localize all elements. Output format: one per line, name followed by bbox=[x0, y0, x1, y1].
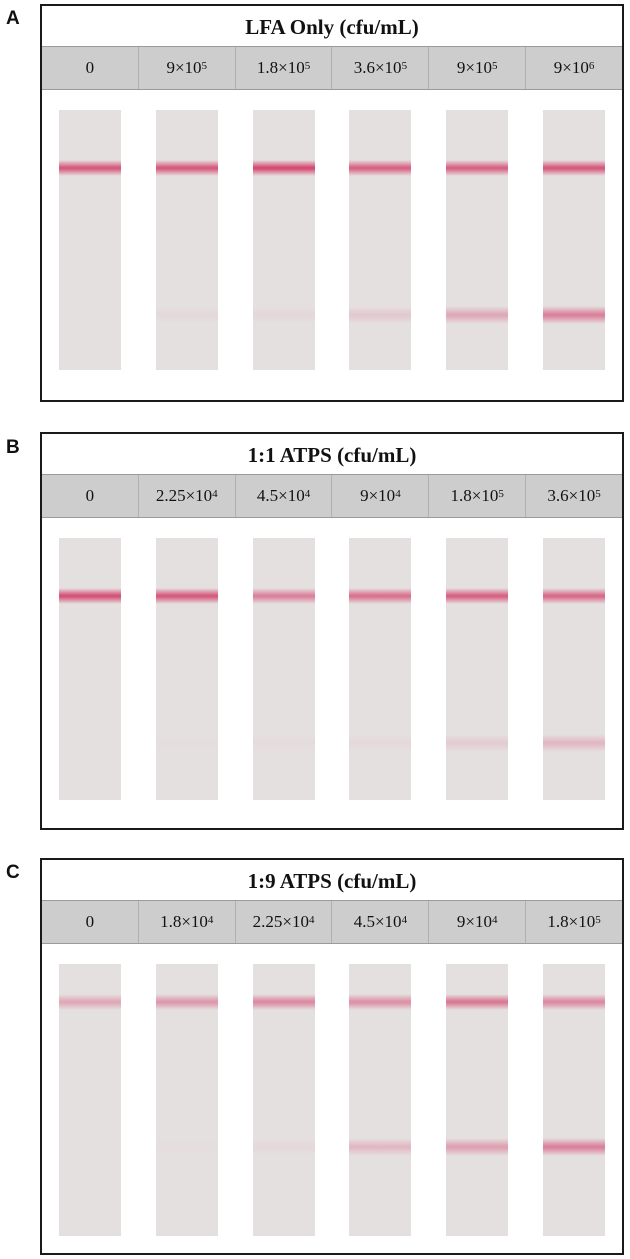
control-line bbox=[349, 160, 412, 176]
control-line bbox=[252, 994, 315, 1010]
panel-title: 1:9 ATPS (cfu/mL) bbox=[247, 869, 417, 893]
test-strip-area bbox=[42, 90, 622, 400]
test-strip bbox=[252, 964, 315, 1236]
test-strip bbox=[542, 110, 605, 370]
panel-letter-a: A bbox=[6, 8, 20, 29]
panel-letter-b: B bbox=[6, 437, 20, 458]
concentration-label: 1.8×10 5 bbox=[525, 901, 622, 943]
test-line bbox=[349, 734, 412, 752]
test-strip bbox=[349, 538, 412, 800]
test-strip bbox=[156, 110, 218, 370]
concentration-label: 3.6×10 5 bbox=[525, 475, 622, 517]
concentration-label: 0 bbox=[85, 58, 95, 77]
test-line bbox=[156, 1138, 218, 1156]
concentration-header-row: 0 9×10 5 1.8×10 5 3.6×10 5 9×10 5 9×10 6 bbox=[42, 46, 622, 90]
test-line bbox=[542, 1138, 605, 1156]
control-line bbox=[59, 994, 122, 1010]
control-line bbox=[59, 160, 122, 176]
test-line bbox=[446, 1138, 508, 1156]
test-strip bbox=[156, 964, 218, 1236]
panel-letter-c: C bbox=[6, 862, 20, 883]
test-strip bbox=[446, 110, 508, 370]
concentration-label: 9×10 4 bbox=[331, 475, 428, 517]
concentration-label: 9×10 5 bbox=[428, 47, 525, 89]
concentration-label: 9×10 6 bbox=[525, 47, 622, 89]
concentration-label: 1.8×10 5 bbox=[428, 475, 525, 517]
control-line bbox=[156, 994, 218, 1010]
panel-a: LFA Only (cfu/mL) 0 9×10 5 1.8×10 5 3.6×10 5 9×… bbox=[40, 4, 624, 402]
concentration-label: 0 bbox=[85, 912, 95, 931]
control-line bbox=[156, 588, 218, 604]
test-strip bbox=[542, 538, 605, 800]
concentration-header-row: 0 1.8×10 4 2.25×10 4 4.5×10 4 9×10 4 1.8×10 5 bbox=[42, 900, 622, 944]
test-strip bbox=[349, 110, 412, 370]
panel-b: 1:1 ATPS (cfu/mL) 0 2.25×10 4 4.5×10 4 9×10 4 1… bbox=[40, 432, 624, 830]
test-strip bbox=[349, 964, 412, 1236]
test-line bbox=[349, 306, 412, 324]
concentration-label: 0 bbox=[85, 486, 95, 505]
test-strip bbox=[542, 964, 605, 1236]
concentration-label: 2.25×10 4 bbox=[137, 475, 235, 517]
test-strip bbox=[59, 110, 122, 370]
test-line bbox=[156, 306, 218, 324]
control-line bbox=[252, 160, 315, 176]
test-line bbox=[252, 306, 315, 324]
concentration-label: 4.5×10 4 bbox=[234, 475, 332, 517]
test-strip-area bbox=[42, 518, 622, 828]
test-line bbox=[252, 734, 315, 752]
concentration-label: 2.25×10 4 bbox=[234, 901, 332, 943]
control-line bbox=[252, 588, 315, 604]
control-line bbox=[542, 994, 605, 1010]
concentration-label: 1.8×10 5 bbox=[234, 47, 332, 89]
test-strip-area bbox=[42, 944, 622, 1254]
control-line bbox=[446, 160, 508, 176]
test-strip bbox=[252, 110, 315, 370]
test-line bbox=[156, 734, 218, 752]
concentration-header-row: 0 2.25×10 4 4.5×10 4 9×10 4 1.8×10 5 3.6×10 5 bbox=[42, 474, 622, 518]
concentration-label: 9×10 5 bbox=[137, 47, 235, 89]
control-line bbox=[542, 160, 605, 176]
concentration-label: 1.8×10 4 bbox=[137, 901, 235, 943]
test-line bbox=[446, 734, 508, 752]
control-line bbox=[156, 160, 218, 176]
test-strip bbox=[59, 964, 122, 1236]
control-line bbox=[446, 994, 508, 1010]
control-line bbox=[59, 588, 122, 604]
test-line bbox=[542, 734, 605, 752]
panel-title: LFA Only (cfu/mL) bbox=[245, 15, 419, 39]
test-line bbox=[446, 306, 508, 324]
test-strip bbox=[446, 964, 508, 1236]
test-line bbox=[349, 1138, 412, 1156]
test-strip bbox=[156, 538, 218, 800]
test-strip bbox=[252, 538, 315, 800]
control-line bbox=[446, 588, 508, 604]
panel-title: 1:1 ATPS (cfu/mL) bbox=[247, 443, 417, 467]
test-line bbox=[252, 1138, 315, 1156]
control-line bbox=[349, 994, 412, 1010]
panel-c: 1:9 ATPS (cfu/mL) 0 1.8×10 4 2.25×10 4 4.5×10… bbox=[40, 858, 624, 1255]
concentration-label: 4.5×10 4 bbox=[331, 901, 428, 943]
test-line bbox=[542, 306, 605, 324]
test-strip bbox=[446, 538, 508, 800]
concentration-label: 3.6×10 5 bbox=[331, 47, 428, 89]
test-strip bbox=[59, 538, 122, 800]
control-line bbox=[349, 588, 412, 604]
concentration-label: 9×10 4 bbox=[428, 901, 525, 943]
control-line bbox=[542, 588, 605, 604]
